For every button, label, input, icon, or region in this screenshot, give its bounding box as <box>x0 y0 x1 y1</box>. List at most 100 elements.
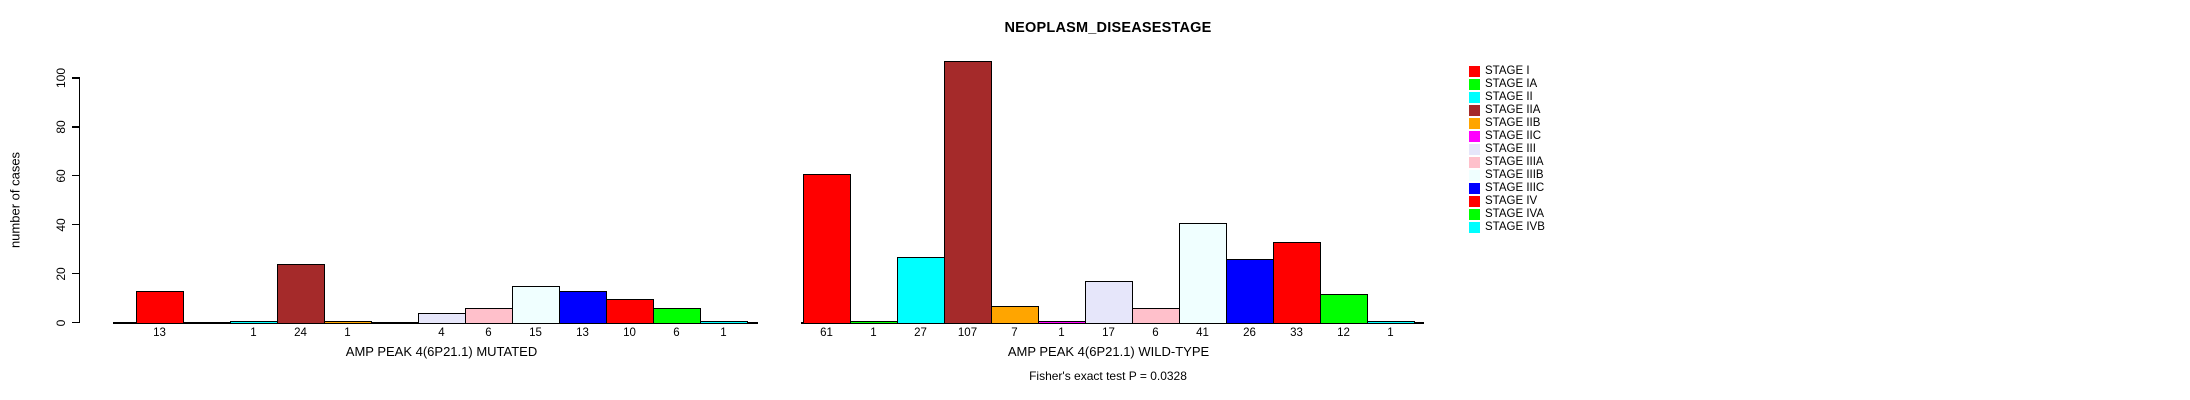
legend-swatch <box>1469 222 1480 233</box>
legend-swatch <box>1469 79 1480 90</box>
legend-swatch <box>1469 183 1480 194</box>
legend-swatch <box>1469 66 1480 77</box>
y-tick-label: 0 <box>54 319 68 326</box>
bar-mutated-stage-iva <box>653 307 701 324</box>
y-axis-label: number of cases <box>7 151 23 249</box>
bar-mutated-stage-iv <box>606 298 654 324</box>
bar-count-label: 12 <box>1337 327 1350 339</box>
bar-mutated-stage-iii <box>418 312 466 324</box>
bar-count-label: 4 <box>438 327 445 339</box>
chart-title: NEOPLASM_DISEASESTAGE <box>1004 20 1212 36</box>
legend-item-stage-ii: STAGE II <box>1469 91 1599 104</box>
bar-wild-type-stage-iib <box>991 305 1039 324</box>
legend-item-stage-iiib: STAGE IIIB <box>1469 169 1599 182</box>
bar-count-label: 6 <box>485 327 492 339</box>
bar-count-label: 107 <box>957 327 978 339</box>
y-tick-mark <box>71 126 80 128</box>
legend-label: STAGE IIB <box>1485 117 1541 129</box>
legend-item-stage-iib: STAGE IIB <box>1469 117 1599 130</box>
legend-label: STAGE IIC <box>1485 130 1542 142</box>
bar-mutated-stage-iia <box>277 263 325 324</box>
legend-label: STAGE IIIA <box>1485 156 1544 168</box>
legend-label: STAGE IVA <box>1485 208 1545 220</box>
y-tick-label: 80 <box>54 120 68 134</box>
fisher-test-annotation: Fisher's exact test P = 0.0328 <box>1029 369 1187 383</box>
y-tick-mark <box>71 77 80 79</box>
bar-count-label: 27 <box>914 327 927 339</box>
bar-count-label: 41 <box>1196 327 1209 339</box>
legend-label: STAGE I <box>1485 65 1530 77</box>
legend-swatch <box>1469 144 1480 155</box>
bar-wild-type-stage-ii <box>897 256 945 324</box>
bar-wild-type-stage-iic <box>1038 320 1086 324</box>
bar-count-label: 13 <box>153 327 166 339</box>
legend-swatch <box>1469 118 1480 129</box>
legend-label: STAGE III <box>1485 143 1536 155</box>
bar-mutated-stage-iiic <box>559 290 607 324</box>
bar-count-label: 61 <box>820 327 833 339</box>
bar-count-label: 24 <box>294 327 307 339</box>
bar-count-label: 1 <box>1058 327 1065 339</box>
bar-count-label: 1 <box>344 327 351 339</box>
legend-item-stage-iv: STAGE IV <box>1469 195 1599 208</box>
legend-item-stage-ivb: STAGE IVB <box>1469 221 1599 234</box>
bar-count-label: 10 <box>623 327 636 339</box>
legend-item-stage-iii: STAGE III <box>1469 143 1599 156</box>
legend-item-stage-ia: STAGE IA <box>1469 78 1599 91</box>
legend-item-stage-iia: STAGE IIA <box>1469 104 1599 117</box>
legend-swatch <box>1469 170 1480 181</box>
bar-count-label: 1 <box>870 327 877 339</box>
bar-mutated-stage-iiia <box>465 307 513 324</box>
legend-swatch <box>1469 105 1480 116</box>
bar-wild-type-stage-iiia <box>1132 307 1180 324</box>
bar-count-label: 13 <box>576 327 589 339</box>
legend-item-stage-iic: STAGE IIC <box>1469 130 1599 143</box>
bar-count-label: 26 <box>1243 327 1256 339</box>
bar-mutated-stage-iib <box>324 320 372 324</box>
bar-mutated-stage-ii <box>230 320 278 324</box>
legend-item-stage-iiic: STAGE IIIC <box>1469 182 1599 195</box>
bar-wild-type-stage-iv <box>1273 241 1321 324</box>
legend-swatch <box>1469 92 1480 103</box>
legend-label: STAGE IIIB <box>1485 169 1544 181</box>
y-tick-label: 40 <box>54 218 68 232</box>
bar-count-label: 1 <box>720 327 727 339</box>
bar-count-label: 6 <box>673 327 680 339</box>
y-tick-label: 20 <box>54 266 68 281</box>
x-axis-title-wild-type: AMP PEAK 4(6P21.1) WILD-TYPE <box>1007 344 1210 359</box>
bar-mutated-stage-iiib <box>512 285 560 324</box>
bar-count-label: 1 <box>250 327 257 339</box>
legend-item-stage-i: STAGE I <box>1469 65 1599 78</box>
legend-item-stage-iva: STAGE IVA <box>1469 208 1599 221</box>
y-tick-label: 60 <box>54 169 68 183</box>
y-tick-mark <box>71 175 80 177</box>
legend-swatch <box>1469 196 1480 207</box>
y-tick-mark <box>71 321 80 324</box>
legend-swatch <box>1469 209 1480 220</box>
bar-mutated-stage-ivb <box>700 320 748 324</box>
legend-label: STAGE IIIC <box>1485 182 1545 194</box>
bar-wild-type-stage-iva <box>1320 293 1368 324</box>
y-axis-line <box>79 77 81 323</box>
y-tick-mark <box>71 224 80 226</box>
x-axis-title-mutated: AMP PEAK 4(6P21.1) MUTATED <box>345 344 538 359</box>
legend-swatch <box>1469 157 1480 168</box>
legend-label: STAGE IV <box>1485 195 1538 207</box>
bar-wild-type-stage-ivb <box>1367 320 1415 324</box>
legend-label: STAGE IIA <box>1485 104 1541 116</box>
bar-count-label: 6 <box>1152 327 1159 339</box>
legend-swatch <box>1469 131 1480 142</box>
bar-wild-type-stage-ia <box>850 320 898 324</box>
bar-count-label: 15 <box>529 327 542 339</box>
bar-wild-type-stage-iiib <box>1179 222 1227 324</box>
bar-wild-type-stage-iiic <box>1226 258 1274 324</box>
bar-count-label: 33 <box>1290 327 1303 339</box>
legend-label: STAGE IA <box>1485 78 1538 90</box>
legend: STAGE I STAGE IA STAGE II STAGE IIA STAGE II… <box>1469 65 1599 234</box>
bar-wild-type-stage-iii <box>1085 280 1133 324</box>
legend-label: STAGE IVB <box>1485 221 1545 233</box>
y-tick-label: 100 <box>54 67 68 88</box>
bar-wild-type-stage-iia <box>944 60 992 324</box>
y-tick-mark <box>71 272 80 275</box>
